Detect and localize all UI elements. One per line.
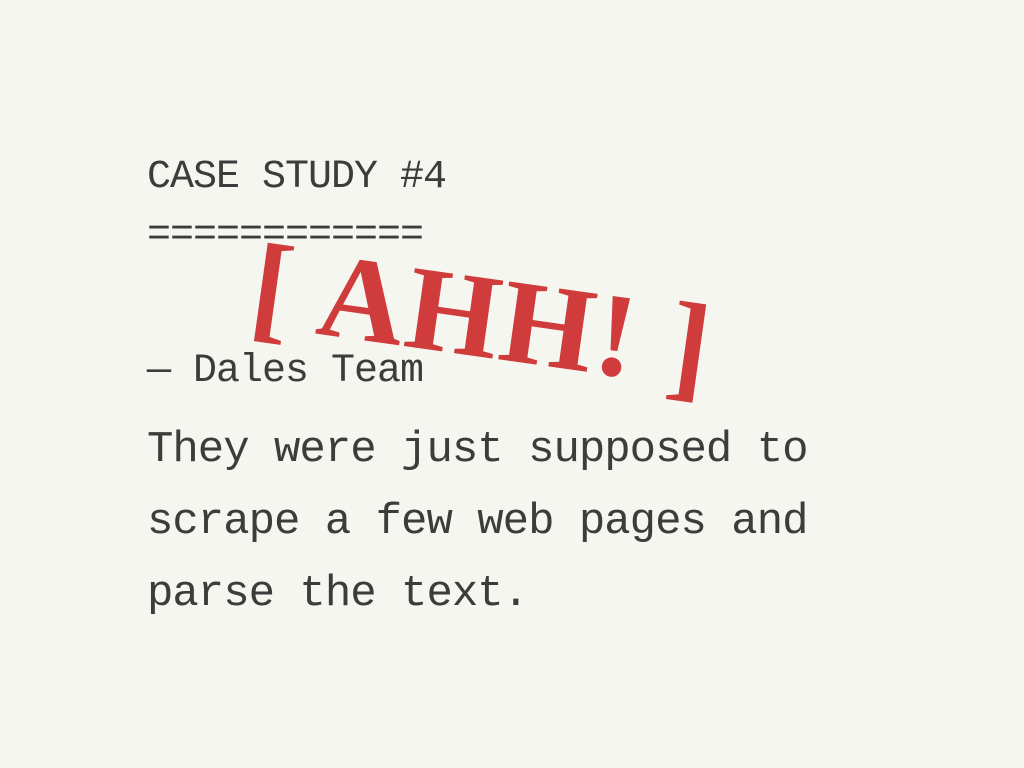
title-underline: ============ xyxy=(147,213,424,258)
body-text: They were just supposed to scrape a few … xyxy=(147,425,809,619)
author-line: — Dales Team xyxy=(147,349,424,394)
case-study-title: CASE STUDY #4 xyxy=(147,155,447,200)
